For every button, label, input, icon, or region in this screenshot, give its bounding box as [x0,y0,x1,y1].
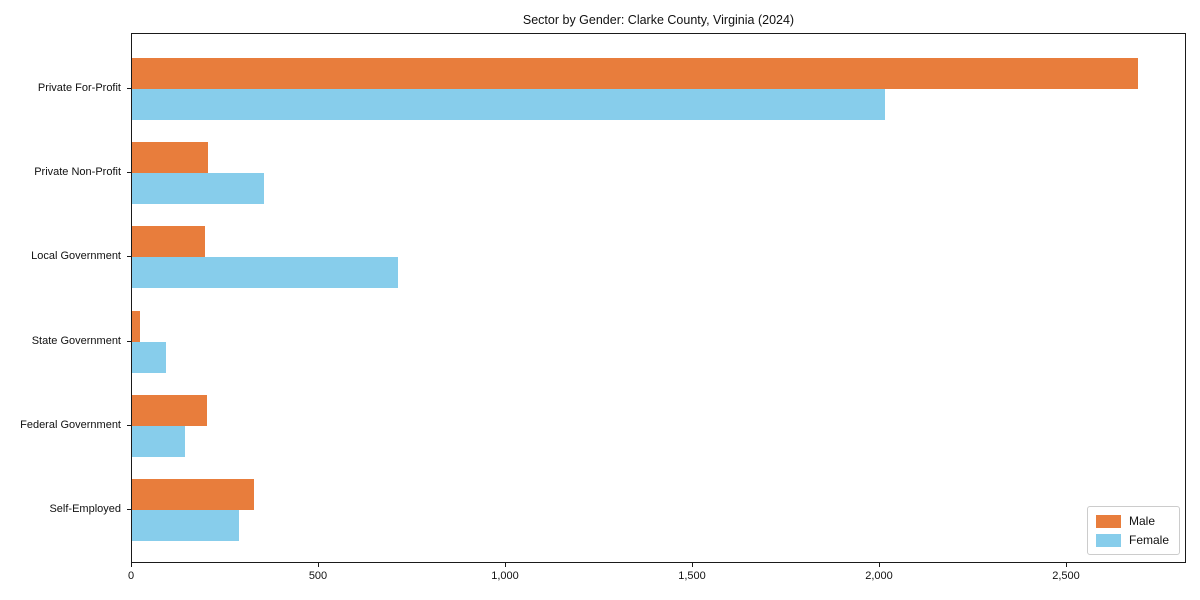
y-tick-label: Federal Government [20,419,121,431]
y-tick-mark [127,341,131,342]
x-tick-label: 1,500 [678,570,706,582]
x-tick-mark [879,563,880,567]
bar-male-private-for-profit [132,58,1138,89]
bar-female-federal-government [132,426,185,457]
x-tick-label: 500 [308,570,328,582]
y-tick-mark [127,172,131,173]
bar-male-federal-government [132,395,207,426]
x-tick-label: 2,500 [1052,570,1080,582]
bar-female-state-government [132,342,166,373]
y-tick-mark [127,256,131,257]
x-tick-mark [692,563,693,567]
bar-female-private-for-profit [132,89,885,120]
legend-swatch-male [1095,514,1121,528]
y-tick-mark [127,88,131,89]
y-tick-label: Self-Employed [49,503,121,515]
y-tick-mark [127,509,131,510]
legend-entry-male: Male [1095,514,1169,528]
x-tick-mark [505,563,506,567]
x-tick-mark [1066,563,1067,567]
bar-female-self-employed [132,510,239,541]
bar-female-local-government [132,257,398,288]
x-tick-label: 1,000 [491,570,519,582]
x-tick-label: 2,000 [865,570,893,582]
legend-label-male: Male [1128,514,1155,528]
bar-male-state-government [132,311,140,342]
bar-male-private-non-profit [132,142,208,173]
y-tick-label: Local Government [31,250,121,262]
y-tick-label: Private Non-Profit [34,166,121,178]
bar-male-self-employed [132,479,254,510]
legend-swatch-female [1095,533,1121,547]
y-tick-mark [127,425,131,426]
chart-title: Sector by Gender: Clarke County, Virgini… [522,13,795,27]
bar-female-private-non-profit [132,173,264,204]
legend: Male Female [1086,506,1180,555]
legend-entry-female: Female [1095,533,1169,547]
y-tick-label: State Government [31,335,121,347]
legend-label-female: Female [1128,533,1169,547]
plot-area: Male Female [131,33,1186,563]
x-tick-label: 0 [127,570,135,582]
x-tick-mark [318,563,319,567]
y-tick-label: Private For-Profit [37,82,121,94]
x-tick-mark [131,563,132,567]
bar-male-local-government [132,226,205,257]
